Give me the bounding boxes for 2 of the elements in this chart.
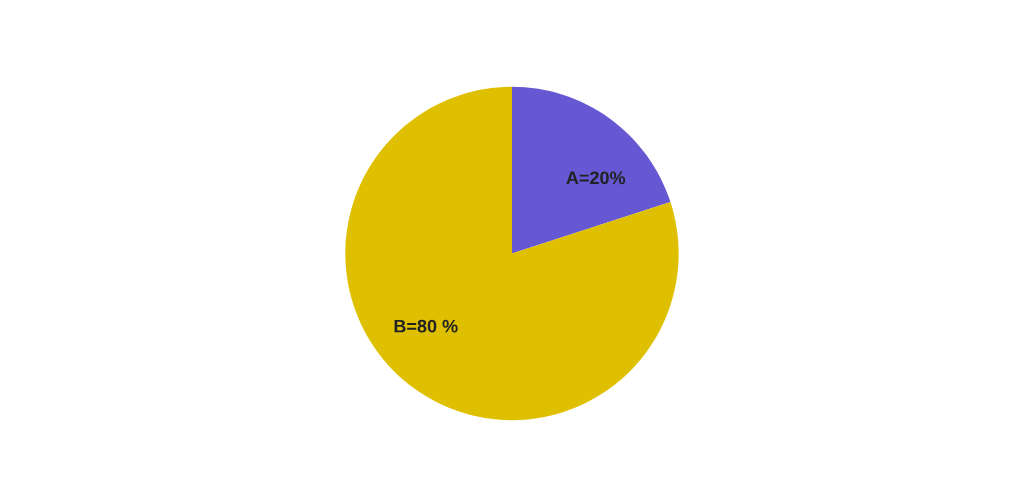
slice-label: B=80 %	[394, 319, 458, 333]
slice-label: A=20%	[566, 171, 626, 185]
